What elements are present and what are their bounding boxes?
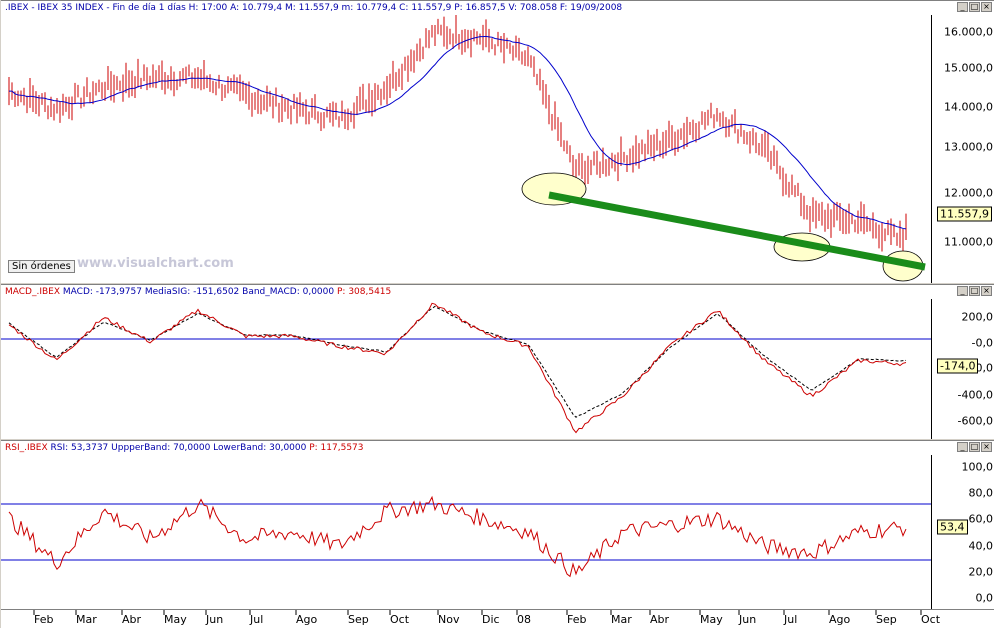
macd-last-value: -174,0 <box>937 358 979 374</box>
rsi-chart <box>1 495 931 578</box>
month-label: Jul <box>784 613 798 626</box>
rsi-params: RSI: 53,3737 UppperBand: 70,0000 LowerBa… <box>50 443 307 453</box>
price-header: .IBEX - IBEX 35 INDEX - Fin de día 1 día… <box>5 3 623 13</box>
rsi-last-value: 53,4 <box>937 519 968 535</box>
month-label: Nov <box>438 613 460 626</box>
macd-tick: -0,0 <box>971 336 993 350</box>
price-chart <box>8 15 926 282</box>
close-button[interactable]: × <box>981 2 992 12</box>
month-label: Feb <box>567 613 587 626</box>
month-label: Dic <box>482 613 500 626</box>
month-label: Oct <box>390 613 410 626</box>
rsi-tick: 40,0 <box>968 539 994 553</box>
macd-header: MACD_.IBEX MACD: -173,9757 MediaSIG: -15… <box>5 285 391 299</box>
price-tick: 15.000,0 <box>944 61 993 75</box>
rsi-tick: 80,0 <box>968 486 994 500</box>
minimize-button[interactable]: _ <box>957 2 968 12</box>
minimize-button[interactable]: _ <box>957 286 968 296</box>
macd-title: MACD_.IBEX <box>5 287 61 297</box>
rsi-axis: 100,0 80,0 60,0 40,0 20,0 0,0 53,4 <box>931 455 994 609</box>
date-axis: Feb Mar Abr May Jun Jul Ago Sep Oct Nov Dic 08 Feb Ma… <box>1 609 994 628</box>
price-tick: 11.000,0 <box>944 235 993 249</box>
maximize-button[interactable]: □ <box>969 2 980 12</box>
rsi-tick: 100,0 <box>961 460 994 474</box>
month-label: Sep <box>348 613 369 626</box>
month-label: Abr <box>122 613 142 626</box>
date-axis-ticks <box>33 610 922 615</box>
rsi-line <box>8 495 907 578</box>
macd-period: P: 308,5415 <box>337 287 392 297</box>
moving-average-line <box>8 35 907 230</box>
macd-params: MACD: -173,9757 MediaSIG: -151,6502 Band… <box>62 287 335 297</box>
month-label: May <box>164 613 187 626</box>
month-label: Mar <box>76 613 97 626</box>
maximize-button[interactable]: □ <box>969 286 980 296</box>
maximize-button[interactable]: □ <box>969 442 980 452</box>
orders-button[interactable]: Sin órdenes <box>8 260 75 273</box>
month-label: Jun <box>206 613 224 626</box>
rsi-header: RSI_.IBEX RSI: 53,3737 UppperBand: 70,00… <box>5 441 364 455</box>
watermark: www.visualchart.com <box>77 256 234 271</box>
price-tick: 13.000,0 <box>944 140 993 154</box>
price-last-value: 11.557,9 <box>937 206 992 222</box>
close-button[interactable]: × <box>981 442 992 452</box>
rsi-tick: 0,0 <box>975 591 994 605</box>
month-label: Jun <box>739 613 757 626</box>
rsi-plot[interactable] <box>1 455 931 609</box>
macd-tick: -400,0 <box>957 388 993 402</box>
support-trendline <box>548 191 926 271</box>
macd-line <box>8 302 907 434</box>
macd-plot[interactable] <box>1 299 931 439</box>
month-label: Jul <box>250 613 264 626</box>
month-label: Ago <box>829 613 851 626</box>
price-axis: 16.000,0 15.000,0 14.000,0 13.000,0 12.0… <box>931 15 994 283</box>
month-label: Feb <box>34 613 54 626</box>
rsi-tick: 20,0 <box>968 565 994 579</box>
rsi-panel: RSI_.IBEX RSI: 53,3737 UppperBand: 70,00… <box>1 440 994 609</box>
macd-window-controls: _ □ × <box>957 286 992 297</box>
price-tick: 16.000,0 <box>944 25 993 39</box>
macd-signal-line <box>8 305 907 418</box>
month-label: Sep <box>876 613 897 626</box>
minimize-button[interactable]: _ <box>957 442 968 452</box>
macd-chart <box>1 302 931 434</box>
macd-axis: 200,0 -0,0 -200,0 -400,0 -600,0 -174,0 <box>931 299 994 439</box>
macd-tick: -600,0 <box>957 414 993 428</box>
rsi-title: RSI_.IBEX <box>5 443 48 453</box>
month-label: Ago <box>296 613 318 626</box>
close-button[interactable]: × <box>981 286 992 296</box>
month-label: Abr <box>650 613 670 626</box>
month-label: 08 <box>517 613 531 626</box>
rsi-window-controls: _ □ × <box>957 442 992 453</box>
month-label: Mar <box>611 613 632 626</box>
macd-tick: 200,0 <box>961 310 994 324</box>
price-plot[interactable] <box>1 15 931 283</box>
rsi-period: P: 117,5573 <box>309 443 364 453</box>
rsi-tick: 60,0 <box>968 512 994 526</box>
price-tick: 14.000,0 <box>944 100 993 114</box>
price-tick: 12.000,0 <box>944 186 993 200</box>
macd-panel: MACD_.IBEX MACD: -173,9757 MediaSIG: -15… <box>1 284 994 439</box>
price-window-controls: _ □ × <box>957 2 992 13</box>
price-panel: .IBEX - IBEX 35 INDEX - Fin de día 1 día… <box>1 0 994 283</box>
month-label: Oct <box>921 613 941 626</box>
month-label: May <box>700 613 723 626</box>
